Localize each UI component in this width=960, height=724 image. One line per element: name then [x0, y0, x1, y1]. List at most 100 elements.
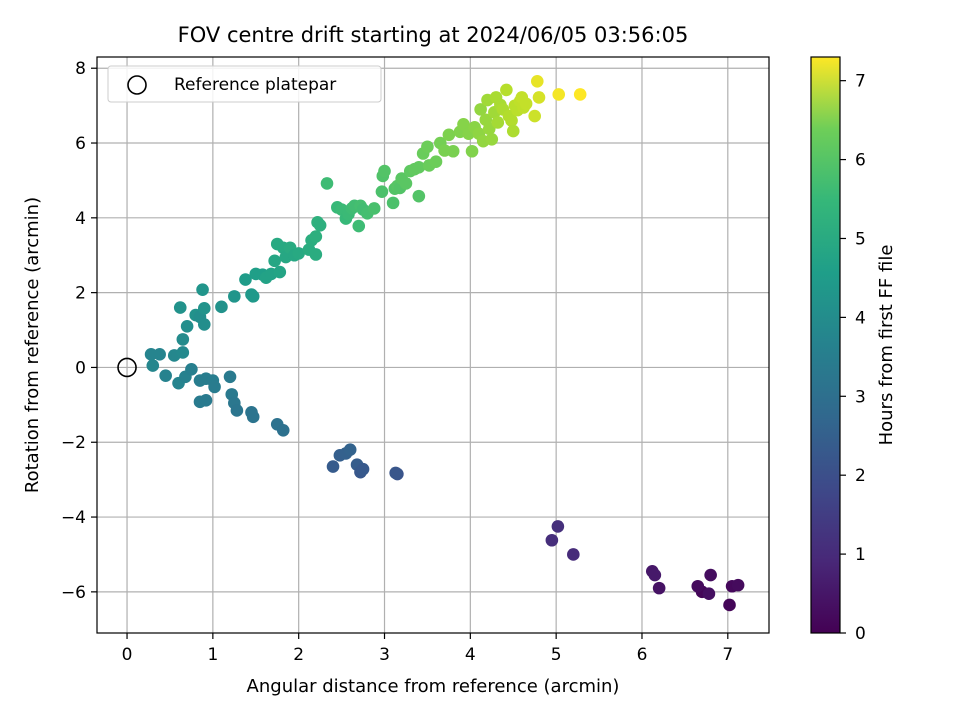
data-point — [326, 460, 340, 473]
colorbar-tick-label: 3 — [855, 387, 866, 407]
data-point — [389, 466, 402, 480]
data-point — [652, 581, 666, 595]
data-point — [197, 302, 211, 315]
data-point — [276, 423, 290, 437]
data-point — [474, 103, 487, 116]
data-point — [375, 185, 389, 198]
data-point — [532, 91, 546, 104]
data-point — [239, 273, 252, 286]
x-axis-label: Angular distance from reference (arcmin) — [247, 676, 620, 697]
data-point — [159, 369, 172, 382]
colorbar-tick-label: 6 — [855, 151, 866, 171]
data-point — [442, 128, 456, 142]
data-point — [146, 359, 160, 372]
colorbar-ticks: 0 1 2 3 4 5 6 7 — [840, 72, 866, 644]
data-point — [551, 520, 565, 533]
data-point — [723, 598, 736, 612]
legend: Reference platepar — [107, 65, 382, 103]
data-point — [268, 254, 281, 268]
data-point — [491, 116, 505, 129]
data-point — [567, 548, 580, 561]
y-tick-label: −4 — [61, 508, 86, 528]
data-point — [208, 380, 221, 394]
data-point — [528, 109, 542, 123]
plot-frame — [96, 56, 770, 634]
data-point — [180, 319, 194, 333]
data-point — [230, 404, 244, 417]
data-point — [519, 97, 533, 111]
data-point — [153, 348, 166, 361]
y-tick-label: 0 — [75, 358, 86, 378]
data-point — [320, 177, 334, 190]
y-axis-ticks: −6 −4 −2 0 2 4 6 8 — [61, 59, 97, 603]
data-point — [648, 568, 662, 582]
grid-lines — [97, 57, 769, 633]
data-point — [228, 290, 241, 303]
data-point — [412, 189, 426, 203]
data-point — [485, 132, 499, 146]
chart-title: FOV centre drift starting at 2024/06/05 … — [178, 23, 689, 47]
data-point — [429, 155, 443, 169]
data-point — [702, 587, 716, 601]
data-point — [273, 265, 287, 279]
data-point — [500, 83, 513, 97]
data-point — [313, 219, 327, 232]
legend-label-reference: Reference platepar — [174, 75, 336, 95]
x-tick-label: 6 — [637, 645, 648, 665]
colorbar-label: Hours from first FF file — [876, 245, 897, 446]
x-tick-label: 0 — [122, 645, 133, 665]
data-point — [457, 118, 470, 131]
x-tick-label: 3 — [379, 645, 390, 665]
colorbar-tick-label: 0 — [855, 624, 866, 644]
data-point — [545, 533, 559, 547]
data-point — [176, 346, 190, 359]
data-point — [309, 230, 323, 243]
x-tick-label: 7 — [722, 645, 733, 665]
data-point — [246, 290, 260, 303]
data-point — [704, 568, 717, 582]
data-point — [552, 88, 566, 101]
data-point — [185, 363, 198, 376]
x-axis-ticks: 0 1 2 3 4 5 6 7 — [122, 633, 733, 665]
data-point — [173, 301, 187, 314]
data-point — [246, 410, 260, 424]
reference-platepar-marker — [117, 357, 137, 378]
data-point — [506, 124, 520, 138]
colorbar: 0 1 2 3 4 5 6 7 Hours from first FF file — [810, 56, 897, 644]
data-point — [197, 318, 211, 331]
data-point — [465, 144, 479, 158]
data-point — [691, 579, 705, 593]
data-point — [378, 164, 391, 178]
x-tick-label: 5 — [551, 645, 562, 665]
y-axis-label: Rotation from reference (arcmin) — [22, 197, 43, 493]
x-tick-label: 1 — [207, 645, 218, 665]
data-point — [399, 177, 413, 190]
data-point — [223, 370, 237, 384]
y-tick-label: 2 — [75, 284, 86, 304]
colorbar-tick-label: 4 — [855, 308, 866, 328]
x-tick-label: 2 — [293, 645, 304, 665]
y-tick-label: −2 — [61, 433, 86, 453]
data-point — [356, 462, 370, 476]
data-point — [505, 114, 518, 127]
legend-box — [107, 65, 382, 103]
data-point — [309, 248, 323, 261]
data-point — [573, 88, 587, 101]
data-point — [292, 247, 305, 260]
y-tick-label: 6 — [75, 134, 86, 154]
data-point — [352, 219, 366, 233]
data-point — [482, 122, 496, 136]
data-point — [367, 202, 381, 215]
data-point — [196, 283, 209, 296]
data-point — [199, 394, 213, 407]
data-point — [343, 443, 357, 457]
data-point — [215, 300, 228, 314]
colorbar-gradient — [810, 56, 841, 634]
legend-marker-reference — [127, 75, 147, 95]
data-point — [530, 75, 544, 88]
data-point — [421, 140, 434, 154]
y-tick-label: −6 — [61, 583, 86, 603]
data-point — [412, 161, 426, 174]
